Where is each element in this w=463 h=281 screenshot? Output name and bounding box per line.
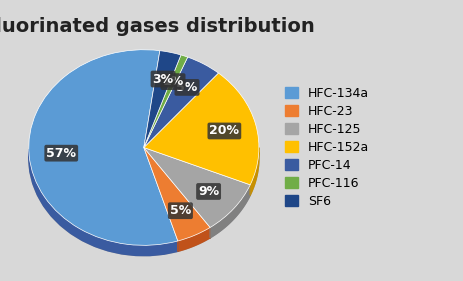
Wedge shape <box>144 73 258 185</box>
Text: 20%: 20% <box>209 124 239 137</box>
Text: 57%: 57% <box>46 147 76 160</box>
Wedge shape <box>144 55 188 148</box>
Text: 3%: 3% <box>152 72 173 85</box>
Wedge shape <box>144 148 250 227</box>
Wedge shape <box>29 50 177 245</box>
Legend: HFC-134a, HFC-23, HFC-125, HFC-152a, PFC-14, PFC-116, SF6: HFC-134a, HFC-23, HFC-125, HFC-152a, PFC… <box>281 83 372 212</box>
Text: 5%: 5% <box>169 204 191 217</box>
Polygon shape <box>177 227 210 251</box>
Text: 5%: 5% <box>176 81 197 94</box>
Wedge shape <box>144 57 218 148</box>
Polygon shape <box>29 60 258 256</box>
Text: 9%: 9% <box>198 185 219 198</box>
Polygon shape <box>250 148 258 195</box>
Wedge shape <box>144 148 210 241</box>
Text: Fluorinated gases distribution: Fluorinated gases distribution <box>0 17 314 36</box>
Wedge shape <box>144 51 181 148</box>
Text: 1%: 1% <box>162 75 183 88</box>
Polygon shape <box>210 185 250 238</box>
Polygon shape <box>29 149 177 255</box>
